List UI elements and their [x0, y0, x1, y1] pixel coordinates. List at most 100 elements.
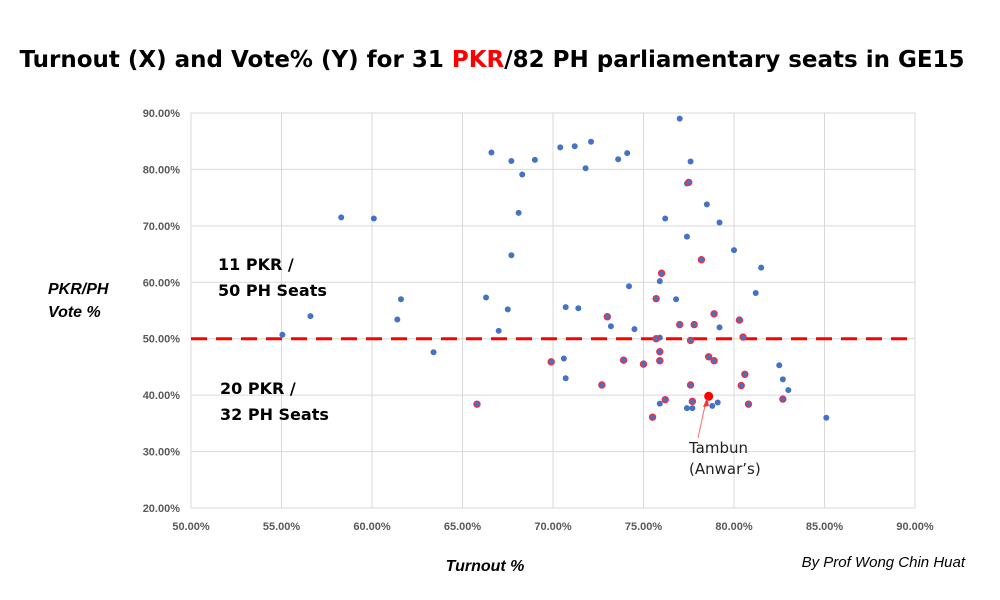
pkr-seat-point	[737, 381, 745, 390]
ph-seat-point	[615, 156, 622, 163]
ph-seat-point	[575, 305, 582, 312]
x-axis-label: Turnout %	[446, 558, 525, 575]
ph-seat-point	[394, 316, 401, 323]
tick-labels: 50.00% 55.00% 60.00% 65.00% 70.00% 75.00% 80.0…	[143, 108, 934, 533]
pkr-seat-point	[704, 353, 713, 361]
ph-seat-point	[823, 414, 830, 421]
y-tick-label: 40.00%	[143, 390, 181, 402]
pkr-seat-point	[744, 400, 753, 408]
annotation-above-line1: 11 PKR /	[218, 255, 294, 274]
ph-seat-point	[504, 306, 511, 313]
ph-seat-point	[709, 402, 716, 409]
callout-tambun: Tambun	[688, 439, 748, 457]
ph-seat-point	[508, 252, 515, 259]
x-tick-label: 50.00%	[172, 521, 210, 533]
ph-seat-point	[588, 138, 595, 145]
ph-seat-point	[656, 400, 663, 407]
x-tick-label: 60.00%	[353, 521, 391, 533]
gridlines	[190, 112, 916, 509]
ph-seat-point	[785, 387, 792, 394]
y-tick-label: 70.00%	[143, 221, 181, 233]
ph-seat-point	[676, 115, 683, 122]
pkr-seat-point	[710, 310, 718, 318]
ph-seat-point	[758, 264, 765, 271]
pkr-seat-point	[779, 395, 787, 403]
pkr-seat-point	[686, 381, 695, 389]
y-tick-label: 30.00%	[143, 447, 181, 459]
pkr-seat-point	[473, 400, 481, 408]
ph-seat-point	[656, 278, 663, 285]
ph-seat-point	[683, 233, 690, 240]
ph-seat-point	[531, 156, 538, 163]
y-axis-label-line2: Vote %	[48, 304, 101, 321]
pkr-seat-point	[685, 178, 693, 187]
x-tick-label: 80.00%	[715, 521, 753, 533]
ph-seat-point	[488, 149, 495, 156]
ph-seat-point	[683, 405, 690, 412]
pkr-seat-point	[639, 360, 648, 368]
data-points	[279, 115, 830, 421]
x-tick-label: 85.00%	[806, 521, 844, 533]
ph-seat-point	[714, 399, 721, 406]
ph-seat-point	[689, 405, 696, 412]
pkr-seat-point	[739, 333, 747, 341]
title-pkr: PKR	[452, 47, 505, 73]
x-tick-label: 75.00%	[625, 521, 663, 533]
x-tick-label: 65.00%	[444, 521, 482, 533]
pkr-seat-point	[619, 356, 628, 364]
tambun-arrow	[697, 400, 707, 439]
ph-seat-point	[716, 324, 723, 331]
y-tick-label: 20.00%	[143, 503, 181, 515]
annotation-below-line2: 32 PH Seats	[220, 405, 329, 424]
pkr-seat-point	[697, 256, 706, 264]
y-tick-label: 50.00%	[143, 334, 181, 346]
pkr-seat-point	[710, 357, 718, 365]
ph-seat-point	[430, 349, 437, 356]
ph-seat-point	[370, 215, 377, 222]
ph-seat-point	[662, 215, 669, 222]
ph-seat-point	[571, 143, 578, 150]
pkr-seat-point	[656, 357, 664, 365]
ph-seat-point	[562, 304, 569, 311]
pkr-seat-point	[657, 269, 666, 277]
chart-title: Turnout (X) and Vote% (Y) for 31 PKR/82 …	[19, 47, 964, 73]
ph-seat-point	[562, 375, 569, 382]
y-tick-label: 80.00%	[143, 164, 181, 176]
ph-seat-point	[307, 313, 314, 320]
ph-seat-point	[776, 362, 783, 369]
annotation-above-line2: 50 PH Seats	[218, 281, 327, 300]
ph-seat-point	[515, 209, 522, 216]
ph-seat-point	[687, 158, 694, 165]
ph-seat-point	[397, 296, 404, 303]
pkr-seat-point	[735, 316, 744, 324]
pkr-seat-point	[676, 320, 684, 329]
ph-seat-point	[779, 376, 786, 383]
pkr-seat-point	[741, 370, 749, 378]
pkr-seat-point	[547, 358, 555, 366]
ph-seat-point	[716, 219, 723, 226]
pkr-seat-point	[652, 335, 660, 343]
ph-seat-point	[624, 150, 631, 157]
ph-seat-point	[519, 171, 526, 178]
pkr-seat-point	[652, 294, 660, 303]
y-tick-label: 90.00%	[143, 108, 181, 120]
ph-seat-point	[607, 323, 614, 330]
pkr-seat-point	[688, 397, 697, 406]
ph-seat-point	[508, 157, 515, 164]
ph-seat-point	[752, 290, 759, 297]
pkr-seat-point	[603, 313, 611, 321]
ph-seat-point	[483, 294, 490, 301]
pkr-seat-point	[686, 336, 695, 345]
tambun-point	[704, 391, 714, 401]
pkr-seat-point	[690, 320, 698, 329]
ph-seat-point	[731, 247, 737, 254]
x-tick-label: 55.00%	[263, 521, 301, 533]
tambun-arrowhead	[703, 398, 709, 407]
pkr-seat-point	[656, 347, 664, 356]
ph-seat-point	[279, 331, 286, 338]
x-tick-label: 90.00%	[896, 521, 934, 533]
pkr-seat-point	[648, 413, 657, 421]
ph-seat-point	[703, 201, 710, 208]
ph-seat-point	[626, 283, 633, 290]
title-part-1: Turnout (X) and Vote% (Y) for 31	[19, 47, 451, 73]
